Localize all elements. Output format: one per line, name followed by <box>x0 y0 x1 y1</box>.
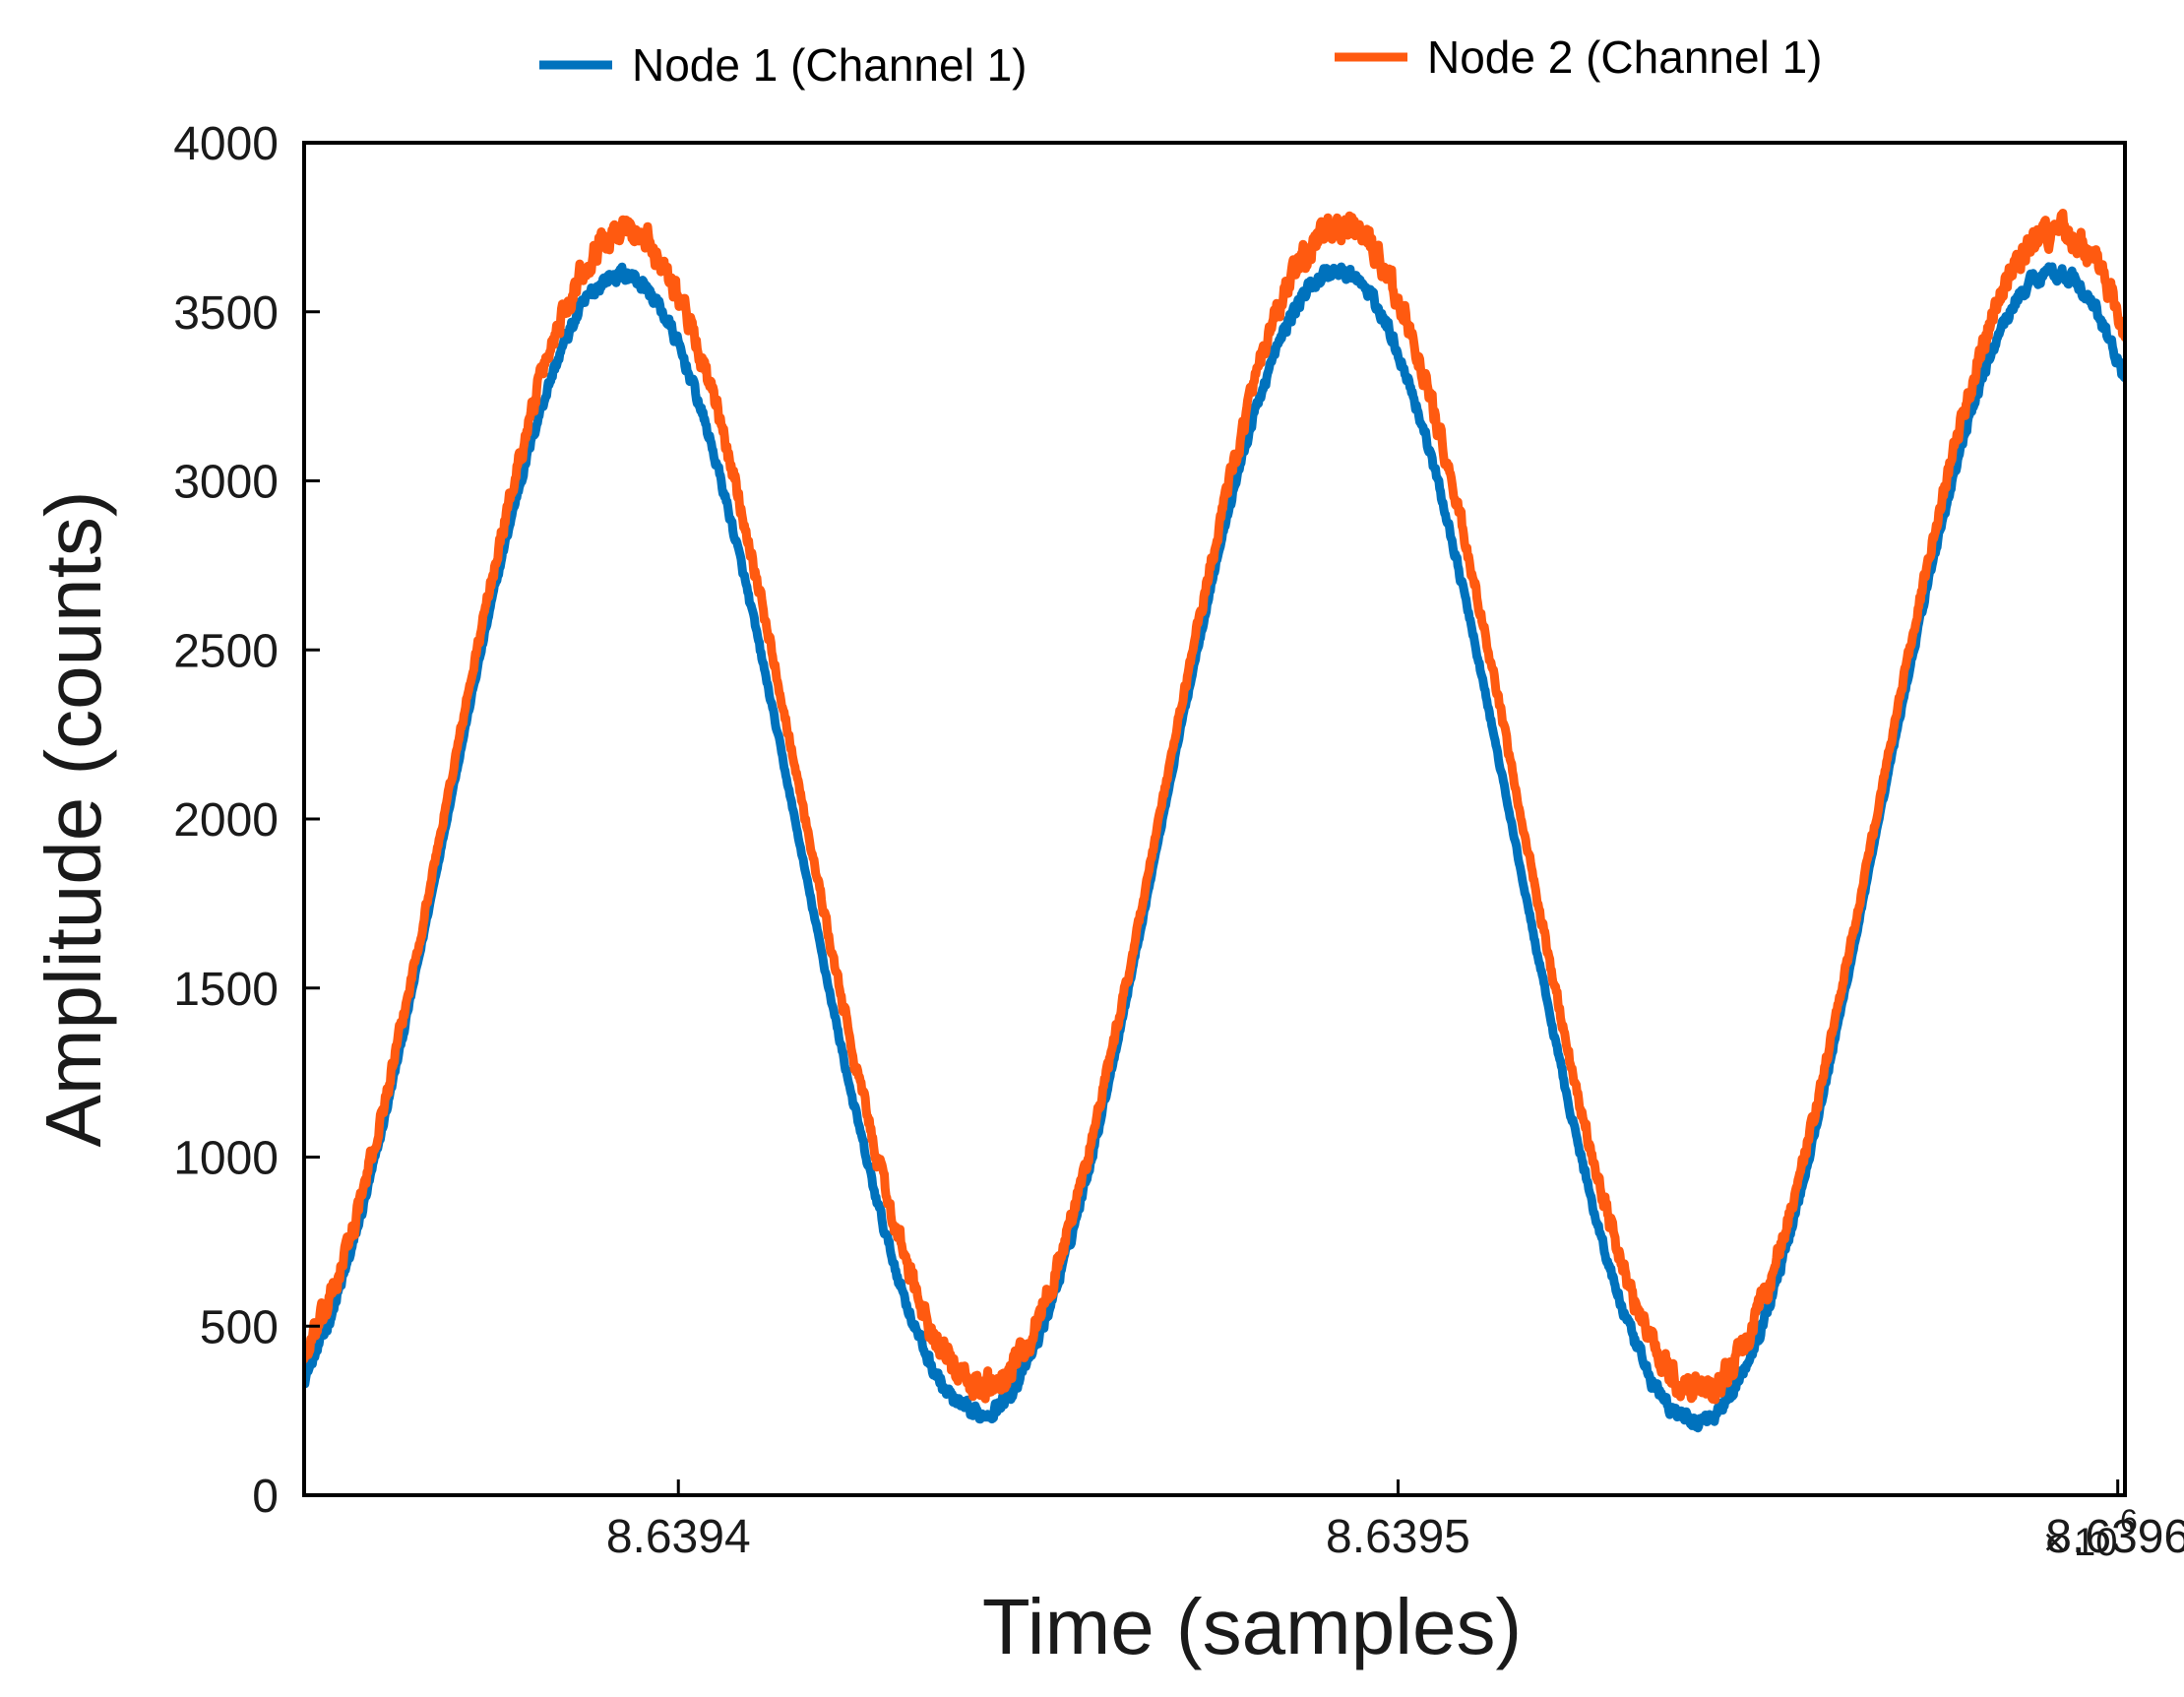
y-tick-label: 4000 <box>173 118 279 170</box>
x-tick-label: 8.6396 <box>2045 1511 2184 1563</box>
plot-area <box>304 143 2125 1495</box>
multiplier-exponent: 6 <box>2120 1503 2138 1539</box>
y-tick-label: 500 <box>200 1301 279 1353</box>
x-axis-multiplier: × 10 6 <box>2043 1503 2138 1564</box>
y-tick-label: 2000 <box>173 794 279 847</box>
y-tick-label: 3500 <box>173 287 279 340</box>
series-group <box>304 209 2125 1433</box>
y-tick-label: 1000 <box>173 1133 279 1185</box>
y-tick-label: 0 <box>252 1471 279 1523</box>
y-tick-label: 1500 <box>173 964 279 1016</box>
legend: Node 1 (Channel 1) Node 2 (Channel 1) <box>539 31 1822 91</box>
x-tick-label: 8.6394 <box>606 1511 751 1563</box>
x-axis-title: Time (samples) <box>982 1583 1522 1670</box>
multiplier-symbol: × <box>2043 1521 2066 1564</box>
y-axis: 0 500 1000 1500 2000 2500 3000 3500 4000 <box>173 118 320 1523</box>
y-tick-label: 3000 <box>173 457 279 509</box>
x-tick-label: 8.6395 <box>1326 1511 1470 1563</box>
y-tick-label: 2500 <box>173 625 279 677</box>
multiplier-base: 10 <box>2074 1521 2118 1564</box>
legend-label-node-2: Node 2 (Channel 1) <box>1427 31 1822 83</box>
legend-label-node-1: Node 1 (Channel 1) <box>632 39 1027 91</box>
y-axis-title: Amplitude (counts) <box>30 491 117 1148</box>
series-line-node-2 <box>304 209 2125 1405</box>
